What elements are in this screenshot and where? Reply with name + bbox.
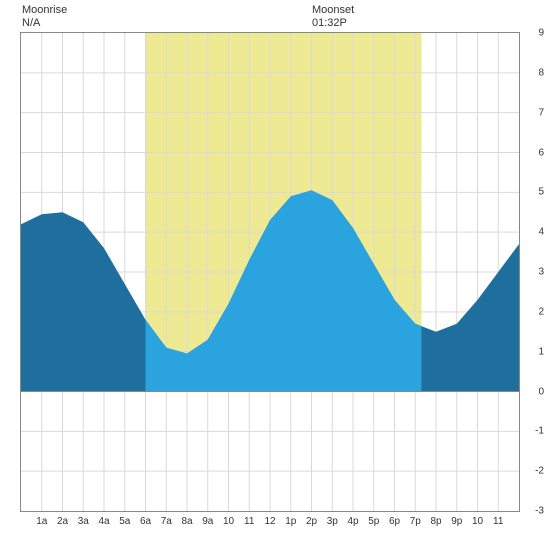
x-tick-label: 9p bbox=[451, 516, 462, 527]
tide-chart-container: Moonrise N/A Moonset 01:32P 1a 2a 3a 4a 5a 6a… bbox=[0, 0, 550, 550]
x-tick-label: 5p bbox=[368, 516, 379, 527]
y-tick-label: -1 bbox=[522, 426, 544, 437]
x-tick-label: 10 bbox=[223, 516, 234, 527]
plot-svg bbox=[21, 33, 519, 511]
moonrise-title: Moonrise bbox=[22, 4, 67, 17]
y-tick-label: -3 bbox=[522, 506, 544, 517]
y-tick-label: 3 bbox=[522, 267, 544, 278]
x-tick-label: 11 bbox=[493, 516, 503, 527]
y-tick-label: 9 bbox=[522, 28, 544, 39]
plot-area bbox=[20, 32, 520, 512]
x-tick-label: 4a bbox=[98, 516, 109, 527]
y-tick-label: 1 bbox=[522, 346, 544, 357]
x-tick-label: 11 bbox=[244, 516, 254, 527]
x-tick-label: 1p bbox=[285, 516, 296, 527]
x-tick-label: 3a bbox=[78, 516, 89, 527]
moonset-title: Moonset bbox=[312, 4, 354, 17]
x-tick-label: 3p bbox=[327, 516, 338, 527]
x-tick-label: 12 bbox=[264, 516, 275, 527]
moonset-block: Moonset 01:32P bbox=[312, 4, 354, 30]
y-tick-label: 0 bbox=[522, 386, 544, 397]
y-tick-label: 5 bbox=[522, 187, 544, 198]
moonset-value: 01:32P bbox=[312, 17, 354, 30]
y-tick-label: 2 bbox=[522, 306, 544, 317]
x-tick-label: 4p bbox=[347, 516, 358, 527]
x-tick-label: 5a bbox=[119, 516, 130, 527]
y-tick-label: -2 bbox=[522, 466, 544, 477]
x-tick-label: 6p bbox=[389, 516, 400, 527]
x-tick-label: 6a bbox=[140, 516, 151, 527]
x-tick-label: 1a bbox=[36, 516, 47, 527]
x-tick-label: 9a bbox=[202, 516, 213, 527]
x-tick-label: 2p bbox=[306, 516, 317, 527]
x-tick-label: 8p bbox=[430, 516, 441, 527]
x-tick-label: 10 bbox=[472, 516, 483, 527]
header-labels: Moonrise N/A Moonset 01:32P bbox=[20, 4, 520, 32]
x-tick-label: 7a bbox=[161, 516, 172, 527]
moonrise-block: Moonrise N/A bbox=[22, 4, 67, 30]
x-tick-label: 7p bbox=[410, 516, 421, 527]
y-tick-label: 7 bbox=[522, 107, 544, 118]
y-tick-label: 8 bbox=[522, 67, 544, 78]
moonrise-value: N/A bbox=[22, 17, 67, 30]
y-tick-label: 4 bbox=[522, 227, 544, 238]
y-tick-label: 6 bbox=[522, 147, 544, 158]
x-tick-label: 2a bbox=[57, 516, 68, 527]
x-tick-label: 8a bbox=[181, 516, 192, 527]
